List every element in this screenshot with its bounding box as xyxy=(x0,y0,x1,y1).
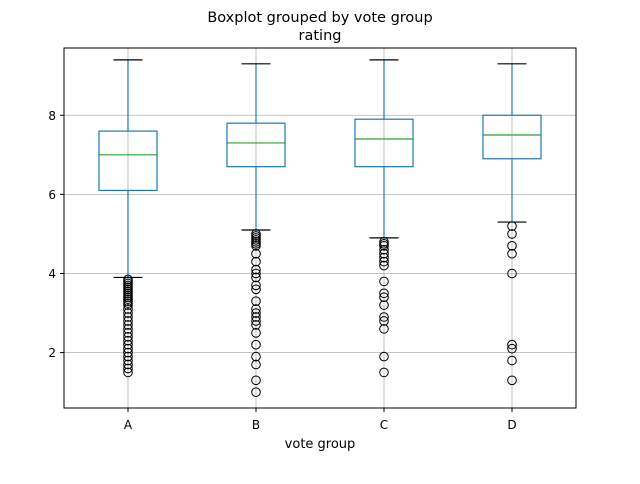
outlier-point-c-5 xyxy=(379,252,389,263)
outlier-point-c-10 xyxy=(379,292,389,303)
outlier-point-d-5 xyxy=(507,339,517,350)
outlier-point-d-0 xyxy=(507,221,517,231)
outlier-point-d-2 xyxy=(507,241,517,251)
x-tick-label-b: B xyxy=(252,418,260,432)
outlier-point-a-17 xyxy=(123,316,133,326)
outlier-point-a-20 xyxy=(123,328,133,338)
outlier-point-c-4 xyxy=(379,248,389,259)
box-iqr-a xyxy=(98,130,158,192)
box-iqr-d xyxy=(482,114,542,160)
outlier-point-c-12 xyxy=(379,312,389,322)
outlier-point-c-9 xyxy=(379,288,389,299)
outlier-point-b-6 xyxy=(251,241,261,251)
outlier-point-a-18 xyxy=(123,320,133,330)
x-axis-label: vote group xyxy=(285,437,356,452)
outlier-point-b-15 xyxy=(251,304,261,314)
box-layer xyxy=(98,59,542,397)
outlier-point-a-16 xyxy=(123,312,133,322)
outlier-point-b-8 xyxy=(251,256,261,267)
outlier-point-b-22 xyxy=(251,351,261,362)
outlier-point-d-7 xyxy=(507,355,517,366)
chart-subtitle: rating xyxy=(299,28,342,44)
outlier-point-a-28 xyxy=(123,359,133,370)
box-group-b xyxy=(226,63,286,397)
outlier-point-b-25 xyxy=(251,387,261,397)
outlier-point-c-2 xyxy=(379,241,389,251)
outlier-point-b-10 xyxy=(251,268,261,279)
outlier-point-a-19 xyxy=(123,324,133,334)
outlier-point-a-24 xyxy=(123,343,133,354)
outlier-point-c-13 xyxy=(379,316,389,326)
outlier-point-c-14 xyxy=(379,324,389,334)
outlier-point-b-13 xyxy=(251,284,261,295)
outlier-point-b-14 xyxy=(251,296,261,306)
box-group-d xyxy=(482,63,542,386)
outlier-point-c-16 xyxy=(379,367,389,378)
outlier-point-a-14 xyxy=(123,304,133,314)
box-group-a xyxy=(98,59,158,378)
y-tick-label-2: 2 xyxy=(48,346,56,360)
outlier-point-b-11 xyxy=(251,272,261,283)
outlier-point-b-7 xyxy=(251,248,261,259)
outlier-point-c-7 xyxy=(379,260,389,271)
outlier-point-c-11 xyxy=(379,300,389,310)
tick-layer: 2 4 6 8 A B C D xyxy=(48,109,516,432)
outlier-point-a-21 xyxy=(123,331,133,342)
box-iqr-b xyxy=(226,122,286,168)
outlier-point-b-19 xyxy=(251,320,261,330)
x-tick-label-d: D xyxy=(507,418,516,432)
outlier-point-b-18 xyxy=(251,316,261,326)
outlier-point-c-8 xyxy=(379,276,389,287)
outlier-point-c-15 xyxy=(379,351,389,362)
outlier-point-b-12 xyxy=(251,280,261,291)
outlier-point-a-15 xyxy=(123,308,133,318)
y-tick-label-4: 4 xyxy=(48,267,56,281)
outlier-point-b-20 xyxy=(251,328,261,338)
outlier-point-a-13 xyxy=(123,300,133,310)
outlier-point-d-6 xyxy=(507,343,517,354)
box-group-c xyxy=(354,59,414,378)
outlier-point-a-22 xyxy=(123,335,133,346)
outlier-point-d-4 xyxy=(507,268,517,279)
y-tick-label-6: 6 xyxy=(48,188,56,202)
outlier-point-b-9 xyxy=(251,264,261,275)
outlier-point-a-23 xyxy=(123,339,133,350)
outlier-point-a-25 xyxy=(123,347,133,358)
outlier-point-a-26 xyxy=(123,351,133,362)
outlier-point-b-23 xyxy=(251,359,261,370)
outlier-point-d-1 xyxy=(507,229,517,239)
outlier-point-c-3 xyxy=(379,244,389,255)
chart-title: Boxplot grouped by vote group xyxy=(207,10,432,26)
outlier-point-a-27 xyxy=(123,355,133,366)
outlier-point-b-21 xyxy=(251,339,261,350)
x-tick-label-a: A xyxy=(124,418,133,432)
outlier-point-b-16 xyxy=(251,308,261,318)
outlier-point-d-3 xyxy=(507,248,517,259)
outlier-point-a-30 xyxy=(123,367,133,378)
outlier-point-b-17 xyxy=(251,312,261,322)
outlier-point-c-6 xyxy=(379,256,389,267)
y-tick-label-8: 8 xyxy=(48,109,56,123)
outlier-point-d-8 xyxy=(507,375,517,386)
outlier-point-a-29 xyxy=(123,363,133,374)
x-tick-label-c: C xyxy=(380,418,388,432)
box-iqr-c xyxy=(354,118,414,168)
outlier-point-b-24 xyxy=(251,375,261,386)
plot-frame xyxy=(63,47,577,409)
